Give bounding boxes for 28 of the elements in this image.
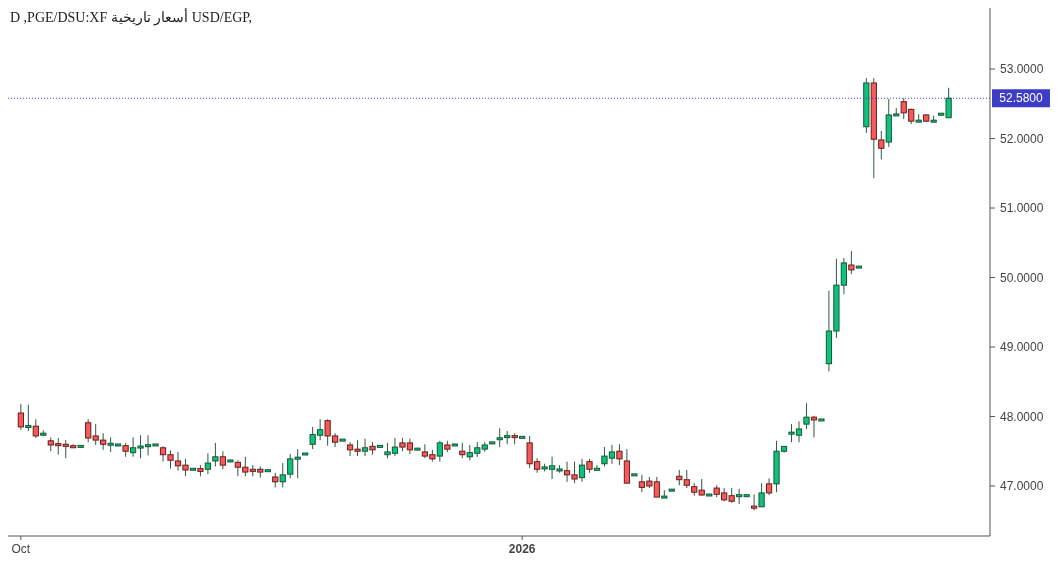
candlestick bbox=[593, 464, 601, 471]
ref-line-label: 52.5800 bbox=[999, 91, 1044, 106]
candlestick bbox=[758, 482, 765, 508]
chart-title: D ,PGE/DSU:XF أسعار تاريخية USD/EGP, bbox=[10, 7, 253, 26]
x-tick-label: Oct bbox=[11, 542, 31, 556]
candlestick bbox=[204, 452, 212, 475]
candlestick bbox=[578, 458, 586, 483]
candlestick bbox=[25, 404, 32, 432]
y-tick-label: 51.0000 bbox=[1000, 201, 1044, 216]
candlestick bbox=[848, 250, 855, 275]
y-tick-label: 48.0000 bbox=[1000, 409, 1044, 424]
x-tick-label: 2026 bbox=[508, 542, 536, 556]
y-tick-label: 52.0000 bbox=[1000, 131, 1044, 146]
candlestick bbox=[810, 415, 818, 438]
y-tick-label: 50.0000 bbox=[1000, 270, 1044, 285]
candlestick bbox=[32, 418, 39, 439]
candlestick bbox=[616, 443, 623, 466]
candlestick bbox=[436, 440, 443, 463]
candlestick bbox=[219, 450, 226, 470]
candlestick bbox=[803, 402, 810, 430]
candlestick bbox=[212, 442, 219, 468]
candlestick bbox=[17, 403, 24, 431]
y-tick-label: 49.0000 bbox=[1000, 340, 1044, 355]
y-tick-label: 47.0000 bbox=[1000, 479, 1044, 494]
y-tick-label: 53.0000 bbox=[1000, 62, 1044, 77]
candlestick bbox=[750, 493, 758, 511]
candlestick bbox=[623, 448, 631, 484]
candlestick bbox=[361, 438, 369, 457]
